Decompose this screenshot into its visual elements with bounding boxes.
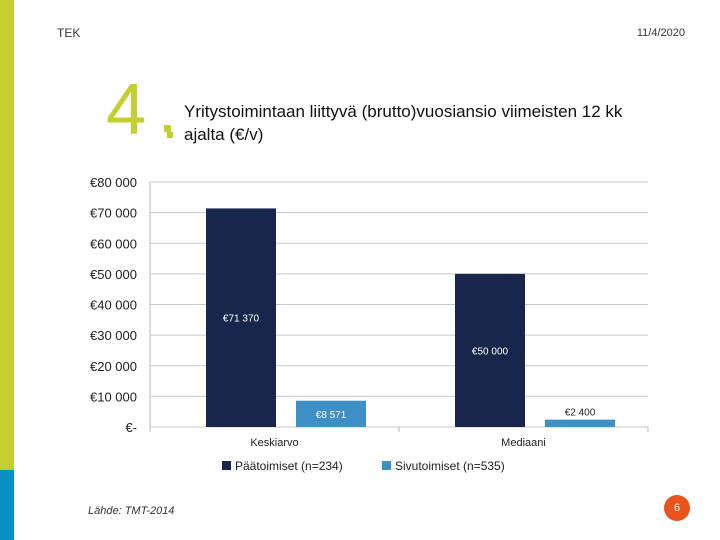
legend-label: Sivutoimiset (n=535) [395,459,505,473]
bar-paatoimiset [206,208,276,427]
y-tick-label: €20 000 [90,359,137,374]
y-tick-label: €70 000 [90,206,137,221]
y-tick-label: €60 000 [90,236,137,251]
legend-label: Päätoimiset (n=234) [235,459,343,473]
y-tick-label: €30 000 [90,328,137,343]
x-category-label: Keskiarvo [250,437,298,449]
legend-swatch [382,461,391,470]
data-label: €2 400 [565,408,596,419]
legend-swatch [222,461,231,470]
bar-sivutoimiset [296,400,366,427]
slide-number: 4 [106,70,147,150]
y-tick-label: €40 000 [90,298,137,313]
data-label: €8 571 [316,410,347,421]
bar-sivutoimiset [545,419,615,427]
bar-paatoimiset [455,273,525,427]
slide-number-dot [164,125,171,132]
x-category-label: Mediaani [501,437,546,449]
date-label: 11/4/2020 [636,27,685,39]
source-note: Lähde: TMT-2014 [88,505,175,517]
y-tick-label: €- [125,420,137,435]
y-tick-label: €80 000 [90,175,137,190]
y-tick-label: €10 000 [90,389,137,404]
accent-bar-green [0,0,14,470]
data-label: €50 000 [472,346,509,357]
title-bullet [167,132,173,138]
slide-title: Yritystoimintaan liittyvä (brutto)vuosia… [184,102,623,144]
data-label: €71 370 [223,314,260,325]
accent-bar-blue [0,470,14,540]
page-number-badge: 6 [664,495,690,521]
y-tick-label: €50 000 [90,267,137,282]
organization-label: TEK [57,26,81,40]
